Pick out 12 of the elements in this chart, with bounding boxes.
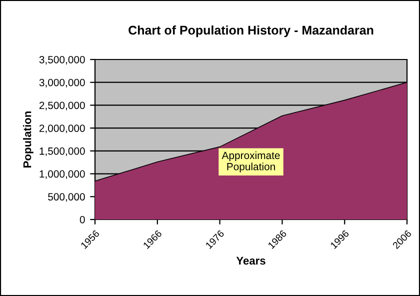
chart-title: Chart of Population History - Mazandaran (128, 25, 374, 38)
x-axis-title: Years (236, 256, 266, 265)
y-tick-label: 2,000,000 (39, 124, 85, 134)
y-tick-label: 3,000,000 (39, 78, 85, 88)
y-tick-label: 3,500,000 (39, 56, 85, 65)
y-tick-label: 2,500,000 (39, 102, 85, 110)
y-tick-label: 500,000 (48, 193, 85, 202)
y-axis-title: Population (23, 111, 34, 168)
y-tick-label: 1,000,000 (40, 170, 85, 179)
y-tick-label: 0 (80, 216, 85, 224)
annotation: Approximate Population (222, 151, 280, 172)
y-tick-label: 1,500,000 (40, 147, 85, 156)
